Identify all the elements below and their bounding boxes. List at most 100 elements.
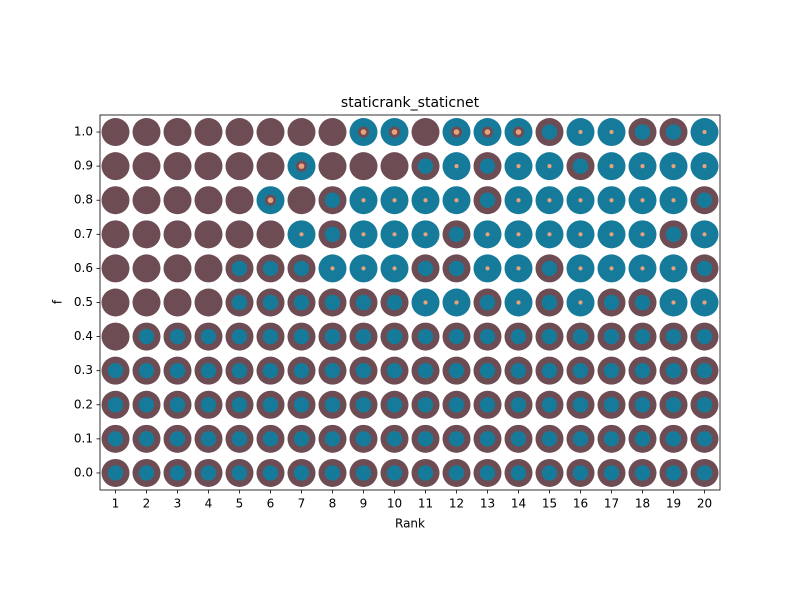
bubble (324, 192, 341, 208)
bubble (634, 294, 651, 311)
y-tick-label: 0.1 (74, 431, 93, 445)
bubble (609, 198, 614, 203)
bubble (696, 397, 713, 413)
bubble (299, 232, 304, 237)
bubble (293, 294, 310, 311)
bubble (391, 129, 398, 135)
bubble (609, 164, 614, 169)
bubble (510, 465, 527, 481)
bubble (293, 328, 310, 345)
bubble (225, 186, 254, 215)
y-tick-label: 0.5 (74, 295, 93, 309)
bubble (360, 129, 367, 135)
bubble (640, 164, 645, 169)
bubble (101, 220, 130, 249)
bubble (262, 397, 279, 413)
x-tick-label: 15 (542, 497, 557, 511)
bubble (169, 362, 186, 379)
bubble (696, 328, 713, 345)
bubble (386, 294, 403, 311)
bubble (411, 118, 440, 147)
bubble (603, 294, 620, 311)
bubble (262, 328, 279, 345)
bubble (138, 431, 155, 447)
y-axis-label: f (51, 299, 65, 304)
bubble (696, 431, 713, 447)
bubble (479, 465, 496, 481)
bubble (541, 362, 558, 379)
bubble (603, 465, 620, 481)
bubble (453, 129, 460, 135)
bubble (132, 118, 161, 147)
bubble (163, 186, 192, 215)
bubble (516, 266, 521, 271)
bubble (572, 328, 589, 345)
bubble (417, 465, 434, 481)
x-tick-label: 16 (573, 497, 588, 511)
bubble (386, 465, 403, 481)
bubble (665, 465, 682, 481)
bubble (231, 362, 248, 379)
bubble (572, 431, 589, 447)
bubble (132, 152, 161, 181)
bubble (454, 300, 459, 305)
bubble (479, 294, 496, 311)
bubble (510, 328, 527, 345)
bubble (101, 254, 130, 283)
bubble (665, 328, 682, 345)
x-tick-label: 4 (205, 497, 213, 511)
y-tick-label: 0.3 (74, 363, 93, 377)
bubble (194, 288, 223, 317)
bubble (287, 118, 316, 147)
x-tick-label: 7 (298, 497, 306, 511)
bubble (200, 328, 217, 345)
bubble (448, 397, 465, 413)
bubble (386, 431, 403, 447)
bubble (200, 431, 217, 447)
bubble (194, 220, 223, 249)
x-tick-label: 17 (604, 497, 619, 511)
bubble (349, 152, 378, 181)
bubble (634, 431, 651, 447)
bubble (578, 232, 583, 237)
bubble (132, 288, 161, 317)
bubble (665, 397, 682, 413)
bubble (417, 362, 434, 379)
bubble (163, 152, 192, 181)
bubble (256, 118, 285, 147)
bubble (169, 431, 186, 447)
x-axis-label: Rank (395, 517, 425, 531)
bubble (479, 431, 496, 447)
bubble (572, 158, 589, 174)
bubble (293, 465, 310, 481)
bubble (163, 288, 192, 317)
bubble (609, 266, 614, 271)
bubble (603, 328, 620, 345)
plot-frame (99, 114, 721, 491)
bubble (479, 328, 496, 345)
y-tick-label: 0.0 (74, 465, 93, 479)
bubble (578, 266, 583, 271)
bubble (541, 431, 558, 447)
x-tick-label: 20 (697, 497, 712, 511)
bubble (417, 431, 434, 447)
bubble (671, 164, 676, 169)
y-tick-label: 0.6 (74, 261, 93, 275)
bubble (225, 118, 254, 147)
bubble (101, 152, 130, 181)
x-tick-label: 2 (143, 497, 151, 511)
bubble (194, 186, 223, 215)
bubble (256, 220, 285, 249)
x-tick-label: 1 (112, 497, 120, 511)
bubble (417, 397, 434, 413)
bubble (293, 362, 310, 379)
bubble (516, 300, 521, 305)
bubble (603, 397, 620, 413)
bubble (510, 431, 527, 447)
bubble (510, 362, 527, 379)
bubble (702, 232, 707, 237)
x-tick-label: 5 (236, 497, 244, 511)
bubble (671, 266, 676, 271)
bubble (417, 158, 434, 174)
bubble (355, 465, 372, 481)
